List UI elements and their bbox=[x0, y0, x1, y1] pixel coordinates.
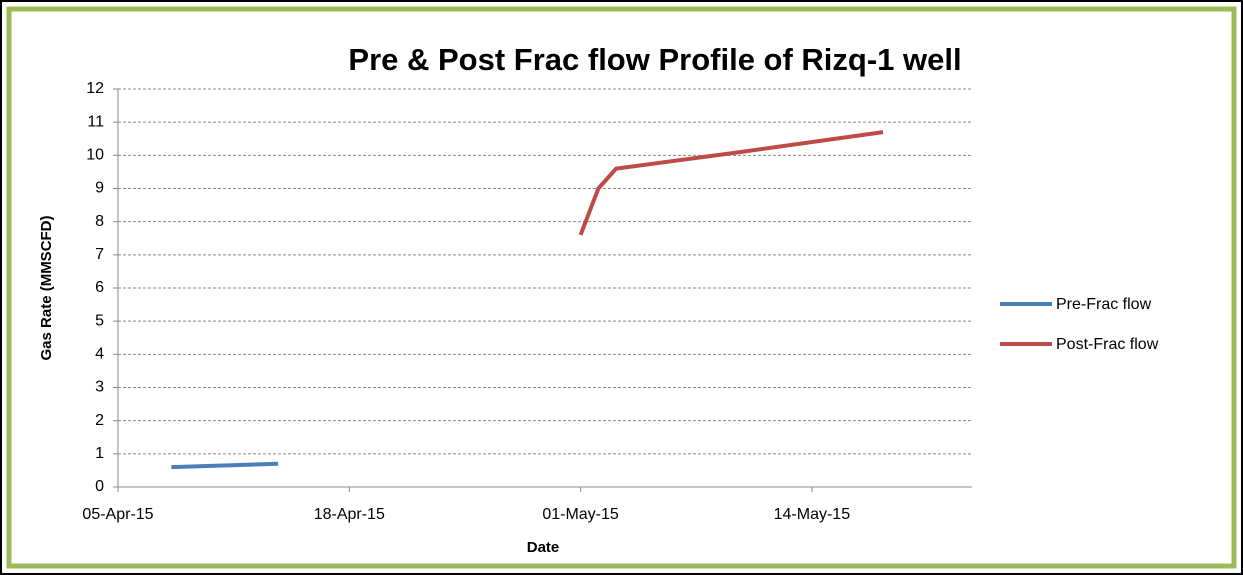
y-tick-label: 9 bbox=[95, 180, 104, 197]
y-tick-label: 5 bbox=[95, 312, 104, 329]
y-tick-label: 12 bbox=[86, 80, 104, 97]
x-tick-label: 05-Apr-15 bbox=[82, 506, 153, 523]
y-tick-label: 2 bbox=[95, 412, 104, 429]
y-tick-label: 11 bbox=[87, 113, 104, 130]
chart-border bbox=[6, 6, 1237, 569]
y-tick-label: 10 bbox=[86, 147, 104, 164]
y-tick-label: 0 bbox=[95, 478, 104, 495]
x-tick-label: 18-Apr-15 bbox=[314, 506, 385, 523]
legend-label: Post-Frac flow bbox=[1056, 336, 1159, 353]
x-tick-label: 01-May-15 bbox=[542, 506, 619, 523]
y-tick-label: 1 bbox=[95, 445, 104, 462]
legend-label: Pre-Frac flow bbox=[1056, 296, 1152, 313]
series-line bbox=[171, 461, 279, 470]
x-tick-label: 14-May-15 bbox=[774, 506, 851, 523]
y-axis-title: Gas Rate (MMSCFD) bbox=[38, 215, 55, 360]
x-axis-title: Date bbox=[527, 539, 560, 556]
chart-title: Pre & Post Frac flow Profile of Rizq-1 w… bbox=[348, 42, 961, 77]
y-tick-label: 4 bbox=[95, 346, 104, 363]
y-tick-label: 8 bbox=[95, 213, 104, 230]
y-tick-label: 7 bbox=[95, 246, 104, 263]
y-tick-label: 6 bbox=[95, 279, 104, 296]
series-line bbox=[578, 130, 884, 236]
y-tick-label: 3 bbox=[95, 379, 104, 396]
